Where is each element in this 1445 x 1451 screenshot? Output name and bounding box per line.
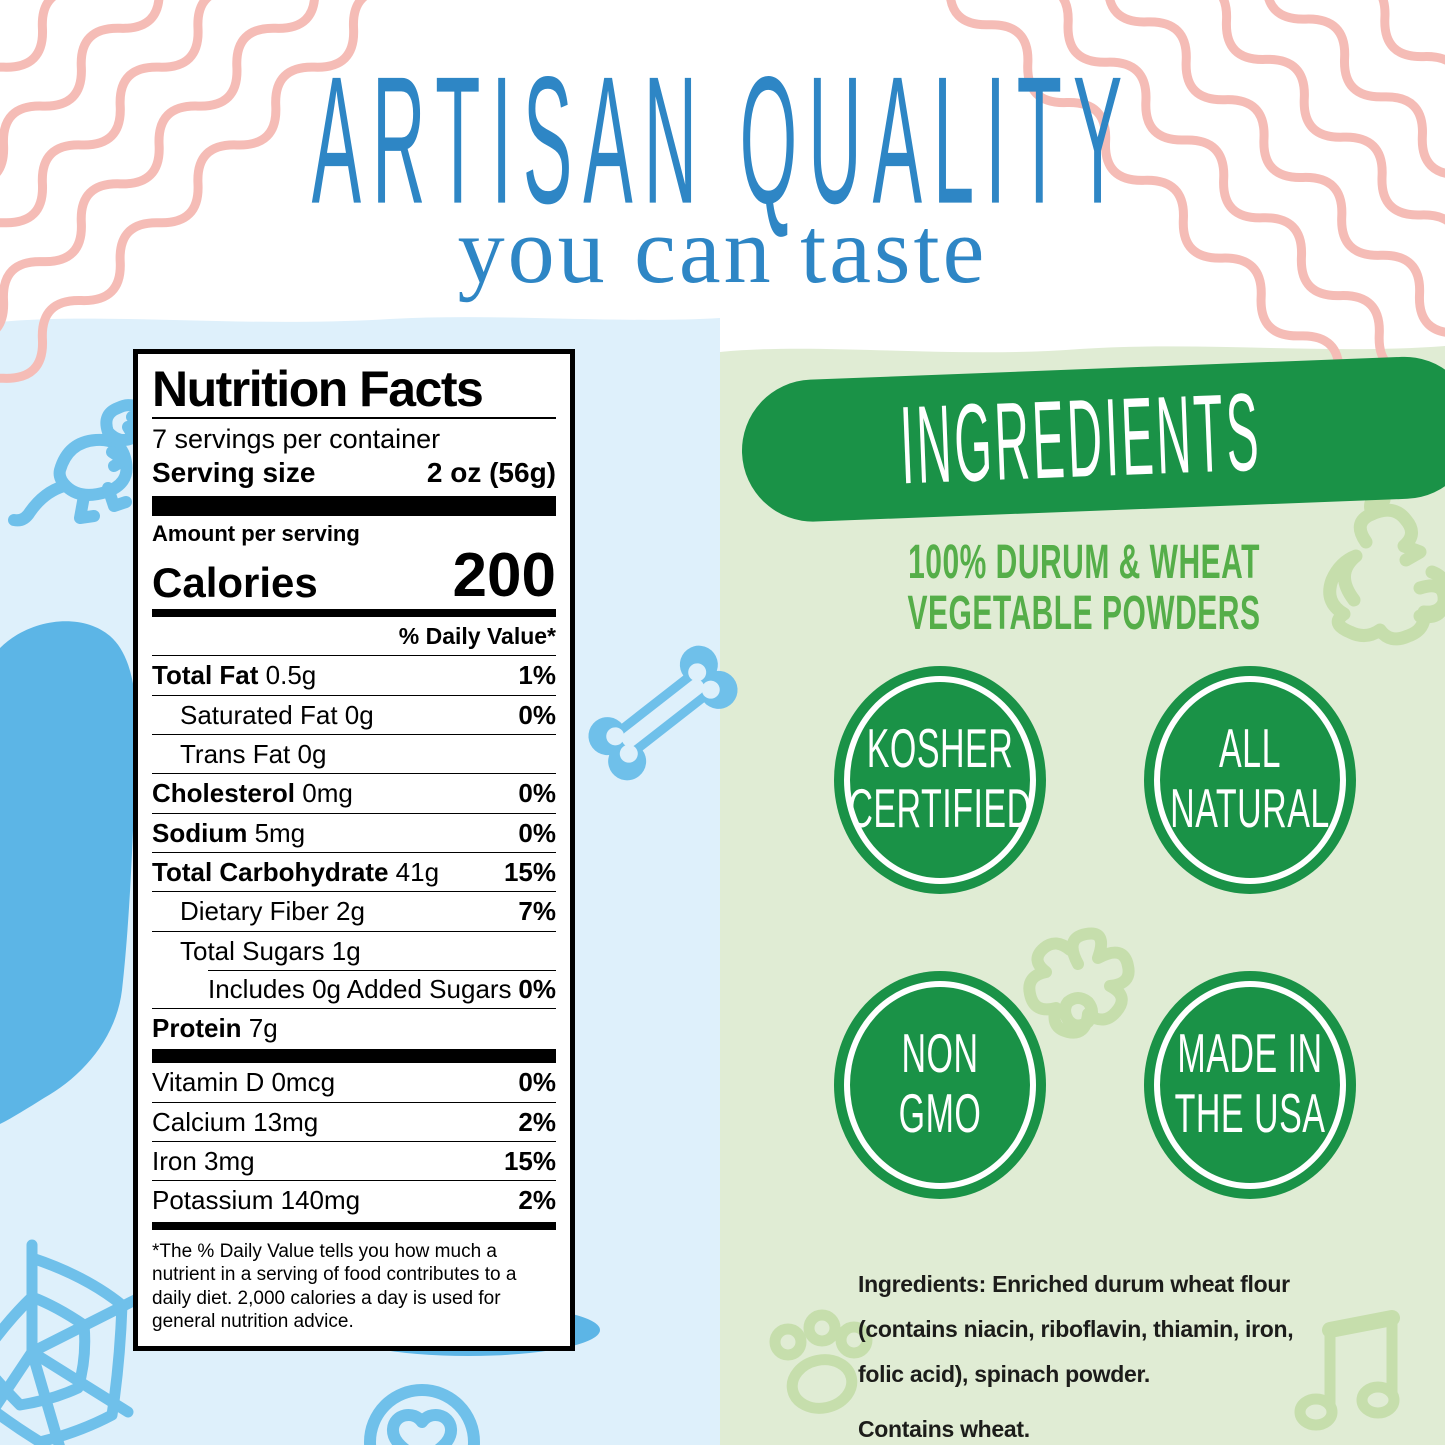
nutrient-row: Dietary Fiber 2g 7% bbox=[152, 891, 556, 930]
ingredients-line: Ingredients: Enriched durum wheat flour bbox=[858, 1271, 1290, 1297]
thick-divider bbox=[152, 1049, 556, 1064]
ingredients-subtitle: 100% DURUM & WHEAT VEGETABLE POWDERS bbox=[744, 538, 1424, 639]
calories-label: Calories bbox=[152, 559, 318, 607]
page-subtitle: you can taste bbox=[457, 199, 988, 303]
nutrient-rows: Total Fat 0.5g 1% Saturated Fat 0g 0% Trans … bbox=[152, 655, 556, 1047]
medium-divider bbox=[152, 609, 556, 618]
nutrient-row: Total Sugars 1g bbox=[152, 930, 556, 970]
flower-pasta-icon bbox=[1023, 927, 1135, 1039]
heart-ball-icon bbox=[364, 1384, 480, 1445]
ingredients-banner-label: INGREDIENTS bbox=[898, 372, 1264, 509]
daily-value-header: % Daily Value* bbox=[398, 623, 556, 650]
pink-wavy-lines-icon bbox=[0, 0, 1445, 458]
paw-print-icon bbox=[769, 1309, 873, 1414]
badge-label: MADE IN THE USA bbox=[1174, 1023, 1326, 1145]
non-gmo-badge: NON GMO bbox=[834, 971, 1046, 1199]
hand-drawn-ring bbox=[844, 981, 1036, 1189]
amount-per-serving-label: Amount per serving bbox=[152, 521, 360, 547]
ingredients-line: (contains niacin, riboflavin, thiamin, i… bbox=[858, 1315, 1294, 1342]
nutrient-row: Saturated Fat 0g 0% bbox=[152, 694, 556, 734]
dinosaur-icon bbox=[8, 399, 150, 527]
nutrition-facts-label: Nutrition Facts 7 servings per container… bbox=[133, 349, 575, 1351]
badge-label: ALL NATURAL bbox=[1170, 718, 1330, 840]
medium-divider bbox=[152, 1221, 556, 1230]
thick-divider bbox=[152, 496, 556, 517]
servings-per-container: 7 servings per container bbox=[152, 424, 441, 454]
kosher-certified-badge: KOSHER CERTIFIED bbox=[834, 666, 1046, 894]
nutrient-row: Sodium 5mg 0% bbox=[152, 812, 556, 852]
hand-drawn-ring bbox=[844, 676, 1036, 884]
nutrition-facts-title: Nutrition Facts bbox=[152, 364, 556, 419]
nutrient-row: Includes 0g Added Sugars 0% bbox=[152, 969, 556, 1009]
nutrient-row: Protein 7g bbox=[152, 1008, 556, 1047]
badge-label: KOSHER CERTIFIED bbox=[848, 718, 1032, 840]
nutrient-row: Total Carbohydrate 41g 15% bbox=[152, 851, 556, 891]
vitamin-rows: Vitamin D 0mcg 0% Calcium 13mg 2% Iron 3mg 15… bbox=[152, 1063, 556, 1219]
hand-drawn-ring bbox=[1154, 981, 1346, 1189]
calories-value: 200 bbox=[452, 540, 556, 610]
made-in-usa-badge: MADE IN THE USA bbox=[1144, 971, 1356, 1199]
ingredients-subtitle-line2: VEGETABLE POWDERS bbox=[907, 586, 1261, 640]
serving-size-row: Serving size 2 oz (56g) bbox=[152, 455, 556, 490]
nutrient-row: Calcium 13mg 2% bbox=[152, 1101, 556, 1141]
ingredients-statement: Ingredients: Enriched durum wheat flour (… bbox=[858, 1262, 1294, 1397]
daily-value-footnote: *The % Daily Value tells you how much a … bbox=[152, 1240, 517, 1333]
music-notes-icon bbox=[1294, 1310, 1400, 1431]
blue-blob bbox=[0, 621, 137, 1124]
allergen-statement: Contains wheat. bbox=[858, 1415, 1030, 1442]
ingredients-banner: INGREDIENTS bbox=[739, 354, 1445, 525]
spiderweb-icon bbox=[0, 1239, 141, 1445]
ingredients-text-block: Ingredients: Enriched durum wheat flour (… bbox=[858, 1262, 1294, 1451]
serving-size-value: 2 oz (56g) bbox=[426, 457, 556, 489]
bone-icon bbox=[588, 645, 738, 781]
hand-drawn-ring bbox=[1154, 676, 1346, 884]
serving-size-label: Serving size bbox=[152, 457, 316, 489]
nutrient-row: Trans Fat 0g bbox=[152, 734, 556, 773]
nutrient-row: Cholesterol 0mg 0% bbox=[152, 773, 556, 812]
badge-label: NON GMO bbox=[898, 1023, 982, 1145]
nutrient-row: Iron 3mg 15% bbox=[152, 1141, 556, 1180]
page-title: ARTISAN QUALITY bbox=[311, 38, 1134, 242]
all-natural-badge: ALL NATURAL bbox=[1144, 666, 1356, 894]
nutrient-row: Total Fat 0.5g 1% bbox=[152, 655, 556, 694]
nutrient-row: Potassium 140mg 2% bbox=[152, 1180, 556, 1219]
ingredients-line: folic acid), spinach powder. bbox=[858, 1360, 1150, 1387]
ingredients-subtitle-line1: 100% DURUM & WHEAT bbox=[908, 536, 1260, 590]
nutrient-row: Vitamin D 0mcg 0% bbox=[152, 1067, 556, 1098]
calories-row: Calories 200 bbox=[152, 540, 556, 610]
